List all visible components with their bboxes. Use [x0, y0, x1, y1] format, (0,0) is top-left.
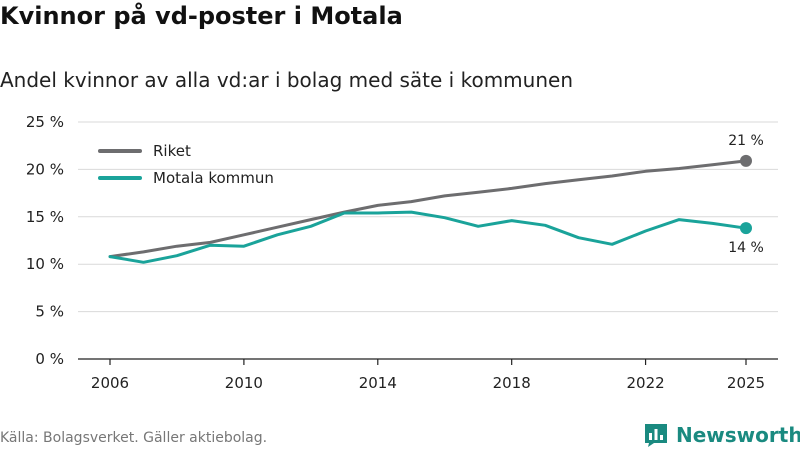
- y-tick-label: 5 %: [35, 303, 64, 321]
- source-note: Källa: Bolagsverket. Gäller aktiebolag.: [0, 430, 268, 446]
- y-tick-label: 0 %: [35, 350, 64, 368]
- series-line-motala: [108, 210, 748, 264]
- brand: Newsworthy: [644, 420, 800, 450]
- x-tick-label: 2010: [225, 374, 263, 392]
- series-line-riket: [108, 159, 748, 259]
- x-tick-label: 2022: [626, 374, 664, 392]
- x-tick-label: 2006: [91, 374, 129, 392]
- axes: 0 % 5 % 10 % 15 % 20 % 25 % 2006 2010 2014 2018 20…: [26, 113, 778, 392]
- end-labels: 21 % 14 %: [728, 133, 764, 256]
- line-chart: 0 % 5 % 10 % 15 % 20 % 25 % 2006 2010 2014 2018 20…: [26, 113, 778, 392]
- y-tick-label: 20 %: [26, 160, 64, 178]
- legend: Riket Motala kommun: [98, 142, 274, 187]
- chart-title: Kvinnor på vd-poster i Motala: [0, 2, 403, 30]
- end-point-motala: [740, 222, 752, 235]
- series-lines: [108, 154, 752, 264]
- legend-label-riket: Riket: [153, 142, 191, 160]
- y-tick-label: 15 %: [26, 208, 64, 226]
- end-point-riket: [740, 154, 752, 167]
- brand-name: Newsworthy: [676, 423, 800, 447]
- chart-subtitle: Andel kvinnor av alla vd:ar i bolag med …: [0, 68, 573, 92]
- end-label-motala: 14 %: [728, 240, 764, 256]
- y-tick-label: 10 %: [26, 255, 64, 273]
- x-tick-label: 2014: [359, 374, 397, 392]
- y-tick-label: 25 %: [26, 113, 64, 131]
- newsworthy-logo-icon: [645, 424, 667, 447]
- legend-label-motala: Motala kommun: [153, 169, 274, 187]
- end-label-riket: 21 %: [728, 133, 764, 149]
- x-tick-label: 2025: [727, 374, 765, 392]
- x-tick-label: 2018: [493, 374, 531, 392]
